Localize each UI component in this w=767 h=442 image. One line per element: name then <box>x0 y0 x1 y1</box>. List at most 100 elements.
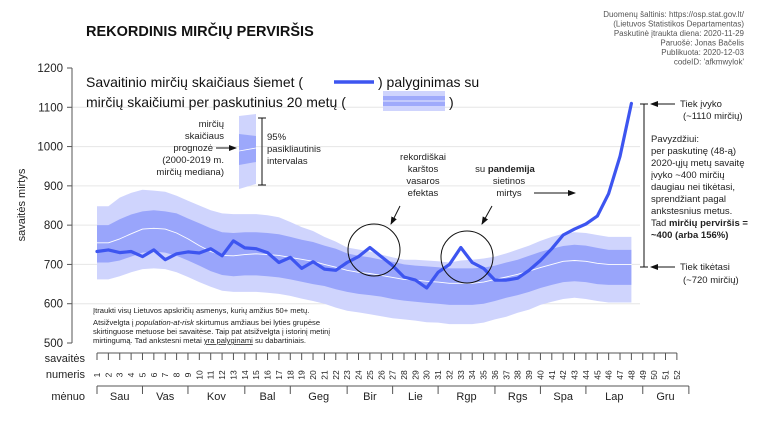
source-block: Duomenų šaltinis: https://osp.stat.gov.l… <box>603 10 745 67</box>
source-line: Duomenų šaltinis: https://osp.stat.gov.l… <box>603 10 745 19</box>
week-label: 30 <box>422 370 432 380</box>
month-label: Lap <box>605 391 623 403</box>
y-tick-label: 1100 <box>38 102 63 114</box>
week-label: 49 <box>638 370 648 380</box>
median-line <box>96 227 632 284</box>
week-label: 12 <box>217 370 227 380</box>
source-line: (Lietuvos Statistikos Departamentas) <box>613 20 744 29</box>
week-label: 20 <box>308 370 318 380</box>
pandemic-text: mirtys <box>496 188 522 199</box>
example-text: 2020-ųjų metų savaitę <box>651 158 744 169</box>
week-label: 21 <box>319 370 329 380</box>
right-annotations: Tiek įvyko (~1110 mirčių) Pavyzdžiui: pe… <box>640 99 748 286</box>
heat-text: rekordiškai <box>400 152 446 163</box>
x-axis: 1 2 3 4 5 6 7 8 9 10 11 12 13 14 15 16 17 18 19 20 21 22 23 24 2… <box>92 352 682 380</box>
week-label: 2 <box>103 372 113 377</box>
note-italic: population-at-risk <box>135 318 195 327</box>
note-part: Atsižvelgta į <box>93 318 136 327</box>
expected-text: (~720 mirčių) <box>683 275 739 286</box>
excess-bold: mirčių perviršis = <box>669 218 748 229</box>
week-label: 28 <box>399 370 409 380</box>
legend-label: skaičiaus <box>185 131 224 142</box>
subtitle-part: ) <box>449 94 454 110</box>
subtitle: Savaitinio mirčių skaičiaus šiemet ( ) p… <box>86 74 479 111</box>
week-label: 27 <box>388 370 398 380</box>
heat-text: efektas <box>408 188 439 199</box>
y-tick-label: 700 <box>44 259 63 271</box>
example-text: ankstesnius metus. <box>651 206 732 217</box>
y-tick-label: 500 <box>44 338 63 350</box>
example-text: daugiau nei tikėtasi, <box>651 182 735 193</box>
week-label: 32 <box>444 370 454 380</box>
expected-text: Tiek tikėtasi <box>680 262 730 273</box>
excess-prefix: Tad <box>651 218 669 229</box>
week-label: 25 <box>365 370 375 380</box>
note-line: mirtingumą. Tad ankstesni metai yra paly… <box>93 336 306 345</box>
week-label: 26 <box>376 370 386 380</box>
subtitle-part: Savaitinio mirčių skaičiaus šiemet ( <box>86 74 303 90</box>
month-label: Rgp <box>456 391 476 403</box>
legend-mini-median <box>238 147 257 152</box>
week-label: 18 <box>285 370 295 380</box>
week-label: 8 <box>172 372 182 377</box>
week-label: 24 <box>354 370 364 380</box>
month-label: Gru <box>656 391 674 403</box>
week-label: 44 <box>581 370 591 380</box>
week-label: 47 <box>615 370 625 380</box>
week-label: 9 <box>183 372 193 377</box>
actual-text: (~1110 mirčių) <box>683 111 743 122</box>
week-label: 10 <box>194 370 204 380</box>
month-label: Rgs <box>508 391 528 403</box>
legend-ci-label: intervalas <box>267 156 308 167</box>
pandemic-arrow <box>481 205 493 225</box>
example-text: įvyko ~400 mirčių <box>651 170 725 181</box>
week-row-label: savaitės <box>45 353 86 365</box>
week-label: 36 <box>490 370 500 380</box>
legend-label: prognozė <box>173 143 213 154</box>
source-line: Paskutinė įtraukta diena: 2020-11-29 <box>614 29 745 38</box>
heat-annotation: rekordiškai karštos vasaros efektas <box>347 152 446 277</box>
line-2020 <box>95 101 634 290</box>
actual-text: Tiek įvyko <box>680 99 722 110</box>
week-label: 41 <box>547 370 557 380</box>
chart-title: REKORDINIS MIRČIŲ PERVIRŠIS <box>86 22 314 40</box>
y-tick-label: 1000 <box>37 142 63 154</box>
note-line: Atsižvelgta į population-at-risk skirtum… <box>93 318 320 327</box>
month-label: Sau <box>110 391 130 403</box>
week-label: 35 <box>479 370 489 380</box>
pandemic-text: su pandemija <box>475 164 535 175</box>
note-line: skirtinguose metuose bei savaitėse. Taip… <box>93 327 330 336</box>
month-label: Geg <box>308 391 329 403</box>
y-tick-label: 900 <box>44 181 63 193</box>
excess-text: ~400 (arba 156%) <box>651 230 728 241</box>
week-label: 14 <box>240 370 250 380</box>
week-label: 5 <box>137 372 147 377</box>
example-text: Pavyzdžiui: <box>651 134 699 145</box>
week-label: 16 <box>263 370 273 380</box>
month-label: Vas <box>156 391 175 403</box>
note-underline: yra palyginami <box>204 336 253 345</box>
week-label: 38 <box>513 370 523 380</box>
week-label: 1 <box>92 372 102 377</box>
week-label: 50 <box>649 370 659 380</box>
subtitle-part: ) palyginimas su <box>378 74 479 90</box>
pandemic-annotation: su pandemija sietinos mirtys <box>440 164 576 284</box>
note-part: mirtingumą. Tad ankstesni metai <box>93 336 204 345</box>
heat-text: vasaros <box>406 176 440 187</box>
week-label: 15 <box>251 370 261 380</box>
example-text: sprendžiant pagal <box>651 194 726 205</box>
legend-ci-label: 95% <box>267 132 287 143</box>
legend-label: mirčių <box>199 119 224 130</box>
x-axis-labels: savaitės numeris mėnuo <box>45 353 86 403</box>
month-label: Bir <box>363 391 377 403</box>
week-label: 13 <box>228 370 238 380</box>
source-line: Publikuota: 2020-12-03 <box>661 48 744 57</box>
week-label: 4 <box>126 372 136 377</box>
y-tick-label: 1200 <box>37 63 63 75</box>
week-label: 43 <box>570 370 580 380</box>
week-label: 37 <box>501 370 511 380</box>
y-tick-label: 800 <box>44 220 63 232</box>
heat-text: karštos <box>408 164 439 175</box>
source-line: Paruošė: Jonas Bačelis <box>660 39 744 48</box>
